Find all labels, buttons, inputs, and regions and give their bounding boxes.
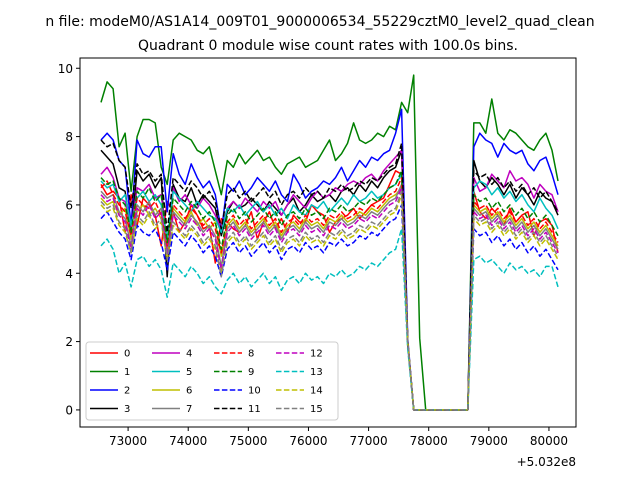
- legend-label-12: 12: [310, 349, 323, 360]
- series-line-9: [100, 170, 559, 411]
- series-line-2: [100, 108, 559, 411]
- series-line-14: [100, 193, 559, 411]
- x-tick-label: 80000: [530, 434, 568, 448]
- series-line-7: [100, 183, 559, 411]
- legend-label-7: 7: [186, 404, 192, 415]
- legend-label-4: 4: [186, 349, 192, 360]
- x-tick-label: 75000: [229, 434, 267, 448]
- y-tick-label: 6: [65, 198, 73, 212]
- series-line-5: [100, 173, 559, 411]
- legend-frame: [85, 341, 339, 421]
- axes: 73000 74000 75000 76000 77000 78000 79000 80000…: [58, 57, 577, 448]
- series-line-6: [100, 187, 559, 411]
- y-tick-label: 10: [58, 62, 73, 76]
- series-line-15: [100, 190, 559, 411]
- legend-label-11: 11: [248, 404, 261, 415]
- x-tick-label: 78000: [410, 434, 448, 448]
- y-tick-label: 8: [65, 130, 73, 144]
- x-offset-label: +5.032e8: [517, 455, 576, 469]
- legend-label-13: 13: [310, 367, 323, 378]
- y-tick-label: 0: [65, 403, 73, 417]
- legend-label-9: 9: [248, 367, 254, 378]
- series-line-13: [100, 228, 559, 411]
- legend-label-1: 1: [124, 367, 130, 378]
- plot-area: [100, 74, 559, 411]
- y-tick-label: 4: [65, 267, 73, 281]
- series-lines: [100, 74, 559, 411]
- x-tick-label: 74000: [169, 434, 207, 448]
- series-line-12: [100, 187, 559, 411]
- legend-label-14: 14: [310, 386, 323, 397]
- legend-label-8: 8: [248, 349, 254, 360]
- figure-suptitle: n file: modeM0/AS1A14_009T01_9000006534_…: [45, 14, 594, 30]
- y-tick-label: 2: [65, 335, 73, 349]
- series-line-1: [100, 74, 559, 411]
- x-tick-label: 77000: [349, 434, 387, 448]
- series-line-11: [100, 139, 559, 411]
- legend-label-2: 2: [124, 386, 130, 397]
- axes-frame: [79, 57, 577, 428]
- chart-title: Quadrant 0 module wise count rates with …: [138, 38, 518, 54]
- x-tick-label: 73000: [109, 434, 147, 448]
- legend-label-15: 15: [310, 404, 323, 415]
- series-line-8: [100, 176, 559, 411]
- legend-label-5: 5: [186, 367, 192, 378]
- legend-label-6: 6: [186, 386, 192, 397]
- legend-label-0: 0: [124, 349, 130, 360]
- x-tick-label: 76000: [289, 434, 327, 448]
- legend-label-10: 10: [248, 386, 261, 397]
- legend-label-3: 3: [124, 404, 130, 415]
- series-line-10: [100, 204, 559, 411]
- x-tick-label: 79000: [470, 434, 508, 448]
